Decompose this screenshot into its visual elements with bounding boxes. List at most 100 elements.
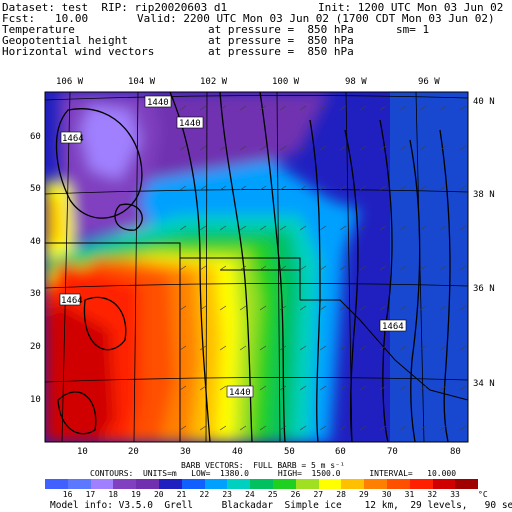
x-tick: 70 <box>387 447 398 457</box>
y-tick: 30 <box>30 289 41 299</box>
svg-text:1464: 1464 <box>61 296 83 306</box>
colorbar-swatch <box>386 479 410 489</box>
colorbar-swatch <box>158 479 182 489</box>
colorbar-label: 17 <box>85 490 96 499</box>
latitude-labels: 40 N 38 N 36 N 34 N <box>473 97 495 389</box>
contour-label: 1464 <box>60 131 84 144</box>
dataset-label: Dataset: test RIP: rip20020603 d1 <box>2 1 228 14</box>
field-name-temperature: Temperature <box>2 23 75 36</box>
colorbar-label: 18 <box>108 490 118 499</box>
colorbar-label: 16 <box>62 490 73 499</box>
x-tick: 10 <box>77 447 88 457</box>
colorbar-swatch <box>204 479 228 489</box>
colorbar-label: 21 <box>176 490 187 499</box>
colorbar-label: 31 <box>404 490 415 499</box>
svg-text:1440: 1440 <box>179 119 201 129</box>
lon-label: 96 W <box>418 77 440 87</box>
svg-text:1440: 1440 <box>229 388 251 398</box>
colorbar-swatch <box>272 479 296 489</box>
y-tick: 60 <box>30 132 41 142</box>
colorbar-swatch <box>227 479 251 489</box>
init-time: Init: 1200 UTC Mon 03 Jun 02 <box>318 1 504 14</box>
colorbar-swatch <box>45 479 68 489</box>
longitude-labels: 106 W 104 W 102 W 100 W 98 W 96 W <box>56 77 440 87</box>
colorbar-labels: 16 17 18 19 20 21 22 23 24 25 26 27 28 29 30 31 32 33 °C <box>45 490 488 500</box>
y-tick: 10 <box>30 395 41 405</box>
plot-frame <box>44 91 469 443</box>
colorbar-label: 20 <box>153 490 164 499</box>
x-tick: 50 <box>284 447 295 457</box>
colorbar-swatch <box>113 479 137 489</box>
temperature-field <box>45 92 468 442</box>
contour-label: 1440 <box>144 95 172 108</box>
contour-label: 1440 <box>176 116 204 129</box>
y-index-labels: 10 20 30 40 50 60 <box>30 132 41 405</box>
wind-barbs <box>179 105 467 431</box>
svg-text:1464: 1464 <box>382 322 404 332</box>
forecast-hour: Fcst: 10.00 <box>2 12 89 25</box>
model-info: Model info: V3.5.0 Grell Blackadar Simpl… <box>50 500 512 511</box>
colorbar-swatch <box>67 479 91 489</box>
colorbar-swatch <box>181 479 205 489</box>
colorbar-unit: °C <box>478 490 488 499</box>
contour-label: 1440 <box>226 385 254 398</box>
lat-label: 36 N <box>473 284 495 294</box>
colorbar-swatch <box>455 479 479 489</box>
x-tick: 30 <box>180 447 191 457</box>
colorbar-swatch <box>136 479 159 489</box>
colorbar-label: 23 <box>222 490 232 499</box>
lon-label: 98 W <box>345 77 367 87</box>
colorbar-label: 22 <box>199 490 210 499</box>
field-level-height: at pressure = 850 hPa <box>208 34 354 47</box>
colorbar-label: 32 <box>427 490 438 499</box>
temperature-colorbar <box>45 479 479 489</box>
colorbar-label: 28 <box>336 490 346 499</box>
lat-label: 34 N <box>473 379 495 389</box>
y-tick: 20 <box>30 342 41 352</box>
colorbar-swatch <box>250 479 273 489</box>
colorbar-label: 24 <box>245 490 255 499</box>
y-tick: 40 <box>30 237 41 247</box>
contour-footnote: CONTOURS: UNITS=m LOW= 1380.0 HIGH= 1500… <box>90 469 457 478</box>
y-tick: 50 <box>30 184 41 194</box>
x-tick: 40 <box>232 447 243 457</box>
lon-label: 102 W <box>200 77 228 87</box>
x-tick: 20 <box>128 447 139 457</box>
contour-labels: 1440 1440 1464 1464 1464 1440 <box>59 95 407 398</box>
colorbar-label: 30 <box>381 490 392 499</box>
contour-label: 1464 <box>379 319 407 332</box>
smoothing-label: sm= 1 <box>396 23 430 36</box>
lon-label: 106 W <box>56 77 84 87</box>
x-tick: 80 <box>450 447 461 457</box>
svg-text:1440: 1440 <box>147 98 169 108</box>
colorbar-swatch <box>341 479 365 489</box>
colorbar-label: 19 <box>131 490 141 499</box>
field-level-temperature: at pressure = 850 hPa <box>208 23 354 36</box>
colorbar-swatch <box>364 479 387 489</box>
lat-label: 40 N <box>473 97 495 107</box>
x-tick: 60 <box>335 447 346 457</box>
field-name-height: Geopotential height <box>2 34 128 47</box>
colorbar-swatch <box>295 479 319 489</box>
svg-text:1464: 1464 <box>62 134 84 144</box>
colorbar-label: 26 <box>290 490 301 499</box>
state-borders <box>45 242 468 442</box>
colorbar-label: 33 <box>450 490 460 499</box>
contour-label: 1464 <box>59 293 83 306</box>
colorbar-swatch <box>318 479 342 489</box>
colorbar-swatch <box>432 479 456 489</box>
field-name-wind: Horizontal wind vectors <box>2 45 155 58</box>
field-level-wind: at pressure = 850 hPa <box>208 45 354 58</box>
colorbar-label: 29 <box>359 490 369 499</box>
lon-label: 100 W <box>272 77 300 87</box>
colorbar-label: 27 <box>313 490 324 499</box>
valid-time: Valid: 2200 UTC Mon 03 Jun 02 (1700 CDT … <box>137 12 495 25</box>
colorbar-label: 25 <box>267 490 278 499</box>
lon-label: 104 W <box>128 77 156 87</box>
x-index-labels: 10 20 30 40 50 60 70 80 <box>77 447 461 457</box>
lat-label: 38 N <box>473 190 495 200</box>
colorbar-swatch <box>90 479 114 489</box>
colorbar-swatch <box>409 479 433 489</box>
barb-footnote: BARB VECTORS: FULL BARB = 5 m s⁻¹ <box>181 461 345 470</box>
